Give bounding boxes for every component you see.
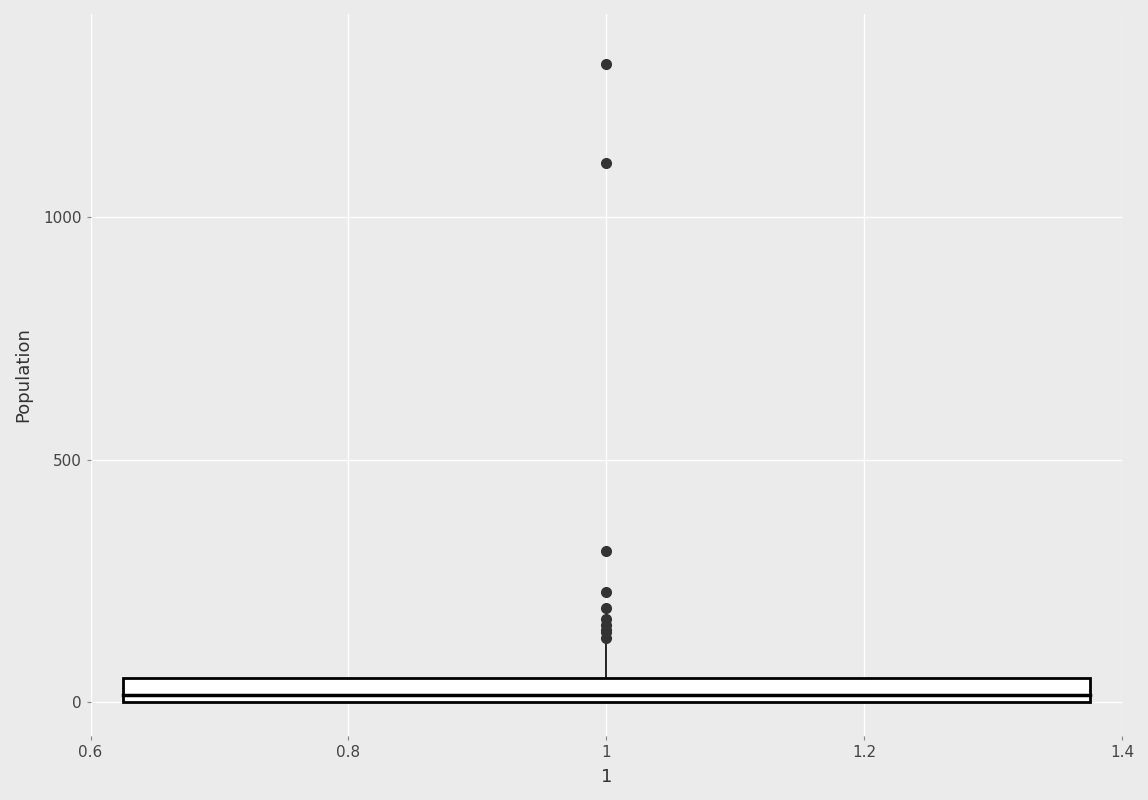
Point xyxy=(597,544,615,557)
Point xyxy=(597,586,615,598)
Point xyxy=(597,156,615,169)
Point xyxy=(597,602,615,614)
X-axis label: 1: 1 xyxy=(600,768,612,786)
Bar xyxy=(123,678,1089,702)
Point xyxy=(597,625,615,638)
Point xyxy=(597,58,615,70)
Point xyxy=(597,613,615,626)
Y-axis label: Population: Population xyxy=(14,327,32,422)
Point xyxy=(597,619,615,632)
Point xyxy=(597,624,615,637)
Point xyxy=(597,631,615,644)
